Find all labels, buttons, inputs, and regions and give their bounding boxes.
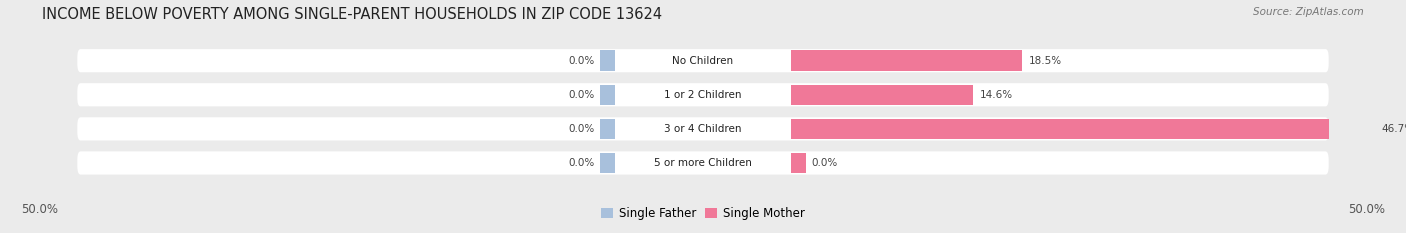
FancyBboxPatch shape <box>77 83 1329 106</box>
Bar <box>790 153 806 173</box>
Bar <box>600 51 616 71</box>
Text: 46.7%: 46.7% <box>1381 124 1406 134</box>
Bar <box>600 153 616 173</box>
Text: 3 or 4 Children: 3 or 4 Children <box>664 124 742 134</box>
FancyBboxPatch shape <box>77 151 1329 175</box>
Text: 50.0%: 50.0% <box>21 203 58 216</box>
Text: 0.0%: 0.0% <box>568 90 595 100</box>
Text: 0.0%: 0.0% <box>568 124 595 134</box>
Bar <box>790 119 1375 139</box>
Text: 0.0%: 0.0% <box>811 158 838 168</box>
Text: 14.6%: 14.6% <box>980 90 1012 100</box>
Bar <box>600 119 616 139</box>
FancyBboxPatch shape <box>77 117 1329 140</box>
Bar <box>790 85 973 105</box>
Text: 0.0%: 0.0% <box>568 158 595 168</box>
Bar <box>600 85 616 105</box>
Text: 0.0%: 0.0% <box>568 56 595 66</box>
FancyBboxPatch shape <box>77 49 1329 72</box>
Text: Source: ZipAtlas.com: Source: ZipAtlas.com <box>1253 7 1364 17</box>
Bar <box>790 51 1022 71</box>
Text: 5 or more Children: 5 or more Children <box>654 158 752 168</box>
Text: INCOME BELOW POVERTY AMONG SINGLE-PARENT HOUSEHOLDS IN ZIP CODE 13624: INCOME BELOW POVERTY AMONG SINGLE-PARENT… <box>42 7 662 22</box>
Text: 18.5%: 18.5% <box>1028 56 1062 66</box>
Text: 1 or 2 Children: 1 or 2 Children <box>664 90 742 100</box>
Text: 50.0%: 50.0% <box>1348 203 1385 216</box>
Text: No Children: No Children <box>672 56 734 66</box>
Legend: Single Father, Single Mother: Single Father, Single Mother <box>596 202 810 225</box>
